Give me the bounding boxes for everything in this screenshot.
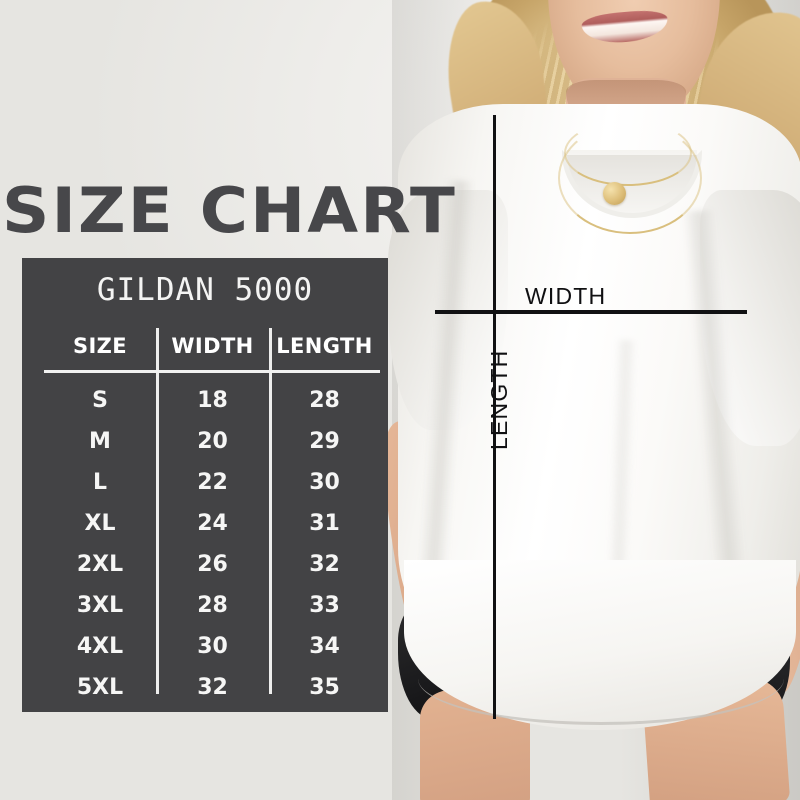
cell-width: 20 bbox=[197, 429, 228, 454]
table-row: L 22 30 bbox=[44, 462, 380, 503]
tshirt-sleeve-right bbox=[700, 190, 800, 446]
size-table: SIZE WIDTH LENGTH bbox=[44, 326, 380, 366]
cell-width: 32 bbox=[197, 675, 228, 700]
cell-size: 4XL bbox=[76, 634, 124, 659]
garment-model-name: GILDAN 5000 bbox=[96, 272, 314, 308]
table-row: 4XL 30 34 bbox=[44, 626, 380, 667]
tshirt-hem-stitch bbox=[418, 648, 784, 725]
cell-width: 30 bbox=[197, 634, 228, 659]
table-row: S 18 28 bbox=[44, 380, 380, 421]
column-divider-1 bbox=[156, 328, 159, 694]
table-row: M 20 29 bbox=[44, 421, 380, 462]
cell-size: 5XL bbox=[76, 675, 124, 700]
cell-length: 33 bbox=[309, 593, 340, 618]
column-header-width: WIDTH bbox=[171, 334, 254, 358]
cell-width: 28 bbox=[197, 593, 228, 618]
cell-length: 32 bbox=[309, 552, 340, 577]
cell-size: XL bbox=[84, 511, 116, 536]
table-row: 2XL 26 32 bbox=[44, 544, 380, 585]
cell-length: 28 bbox=[309, 388, 340, 413]
cell-size: S bbox=[92, 388, 108, 413]
length-guide-line bbox=[493, 115, 496, 719]
size-table-body: S 18 28 M 20 29 L 22 30 XL 24 31 2XL 26 bbox=[44, 380, 380, 708]
cell-size: 3XL bbox=[76, 593, 124, 618]
cell-length: 29 bbox=[309, 429, 340, 454]
necklace-long bbox=[558, 122, 702, 234]
column-divider-2 bbox=[269, 328, 272, 694]
cell-size: L bbox=[92, 470, 108, 495]
column-header-length: LENGTH bbox=[276, 334, 373, 358]
cell-width: 24 bbox=[197, 511, 228, 536]
cell-length: 31 bbox=[309, 511, 340, 536]
cell-width: 18 bbox=[197, 388, 228, 413]
table-row: 5XL 32 35 bbox=[44, 667, 380, 708]
page-title: SIZE CHART bbox=[2, 174, 458, 247]
header-rule bbox=[44, 370, 380, 373]
width-guide-line bbox=[435, 310, 747, 314]
coin-pendant bbox=[603, 182, 626, 205]
column-header-size: SIZE bbox=[72, 334, 128, 358]
cell-size: 2XL bbox=[76, 552, 124, 577]
cell-length: 34 bbox=[309, 634, 340, 659]
cell-width: 22 bbox=[197, 470, 228, 495]
cell-length: 30 bbox=[309, 470, 340, 495]
table-row: XL 24 31 bbox=[44, 503, 380, 544]
cell-length: 35 bbox=[309, 675, 340, 700]
cell-size: M bbox=[89, 429, 111, 454]
width-guide-label: WIDTH bbox=[525, 283, 607, 309]
size-chart-panel: GILDAN 5000 SIZE WIDTH LENGTH S 18 28 M … bbox=[22, 258, 388, 712]
cell-width: 26 bbox=[197, 552, 228, 577]
table-row: 3XL 28 33 bbox=[44, 585, 380, 626]
table-header-row: SIZE WIDTH LENGTH bbox=[44, 326, 380, 366]
necklace-short bbox=[564, 120, 692, 186]
length-guide-label: LENGTH bbox=[486, 349, 512, 451]
